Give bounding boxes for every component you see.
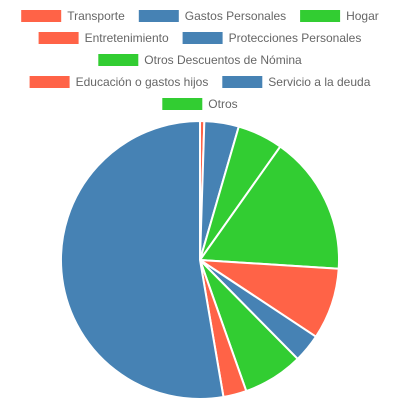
legend-label-otros[interactable]: Otros bbox=[208, 97, 237, 111]
legend-swatch-hogar[interactable] bbox=[300, 10, 341, 22]
pie-slice-otros-descuentos-de-nomina[interactable] bbox=[199, 145, 341, 270]
legend-label-protecciones-personales[interactable]: Protecciones Personales bbox=[229, 31, 362, 45]
legend-label-transporte[interactable]: Transporte bbox=[67, 9, 125, 23]
legend-swatch-transporte[interactable] bbox=[21, 10, 62, 22]
legend-swatch-entretenimiento[interactable] bbox=[38, 32, 79, 44]
legend-label-educacion-o-gastos-hijos[interactable]: Educación o gastos hijos bbox=[76, 75, 209, 89]
pie-slice-unlabeled-10[interactable] bbox=[60, 120, 225, 400]
legend: Transporte Gastos Personales Hogar Entreten… bbox=[21, 9, 379, 111]
legend-swatch-servicio-a-la-deuda[interactable] bbox=[222, 76, 263, 88]
legend-label-entretenimiento[interactable]: Entretenimiento bbox=[85, 31, 169, 45]
legend-swatch-otros[interactable] bbox=[162, 98, 203, 110]
legend-label-gastos-personales[interactable]: Gastos Personales bbox=[185, 9, 286, 23]
legend-swatch-gastos-personales[interactable] bbox=[138, 10, 179, 22]
pie-slices bbox=[60, 120, 341, 400]
legend-swatch-educacion-o-gastos-hijos[interactable] bbox=[29, 76, 70, 88]
legend-label-servicio-a-la-deuda[interactable]: Servicio a la deuda bbox=[268, 75, 370, 89]
legend-swatch-protecciones-personales[interactable] bbox=[182, 32, 223, 44]
legend-label-otros-descuentos-de-nomina[interactable]: Otros Descuentos de Nómina bbox=[144, 53, 302, 67]
legend-label-hogar[interactable]: Hogar bbox=[346, 9, 379, 23]
legend-swatch-otros-descuentos-de-nomina[interactable] bbox=[98, 54, 139, 66]
